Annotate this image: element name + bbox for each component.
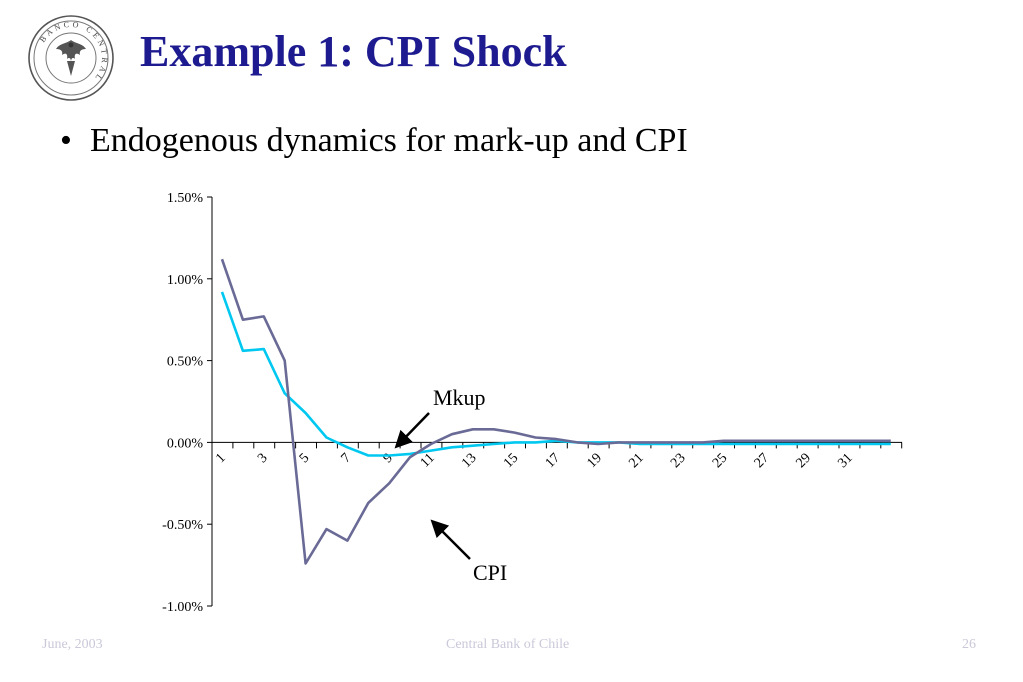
x-tick-label: 15 xyxy=(501,451,522,472)
condor-emblem-icon xyxy=(56,40,86,76)
x-tick-label: 13 xyxy=(459,451,480,472)
annotation-label-mkup: Mkup xyxy=(433,385,486,410)
y-tick-label: 1.50% xyxy=(167,191,204,206)
annotation-label-cpi: CPI xyxy=(473,560,507,585)
bullet-marker: • xyxy=(60,122,72,159)
x-tick-label: 7 xyxy=(339,451,355,467)
y-tick-label: -1.00% xyxy=(162,600,203,615)
footer-page-number: 26 xyxy=(962,637,976,652)
footer-institution: Central Bank of Chile xyxy=(446,637,570,652)
x-tick-label: 21 xyxy=(626,451,647,472)
series-line-mkup xyxy=(220,291,891,457)
annotation-arrow-mkup xyxy=(394,412,430,449)
bullet-text: Endogenous dynamics for mark-up and CPI xyxy=(90,122,688,159)
y-tick-label: -0.50% xyxy=(162,518,203,533)
x-tick-label: 29 xyxy=(794,451,815,472)
series-line-cpi xyxy=(220,258,891,565)
slide-title: Example 1: CPI Shock xyxy=(140,27,567,76)
x-tick-label: 23 xyxy=(668,451,689,472)
bullet-point: • Endogenous dynamics for mark-up and CPI xyxy=(60,122,688,160)
x-tick-label: 11 xyxy=(418,451,438,471)
x-tick-label: 3 xyxy=(255,451,271,467)
y-tick-label: 0.00% xyxy=(167,436,204,451)
x-tick-label: 17 xyxy=(543,451,564,472)
x-tick-label: 25 xyxy=(710,451,731,472)
x-tick-label: 5 xyxy=(297,451,313,467)
central-bank-seal-logo: BANCO CENTRAL xyxy=(28,15,114,101)
x-tick-label: 27 xyxy=(752,451,773,472)
x-tick-label: 9 xyxy=(380,451,396,467)
y-tick-label: 1.00% xyxy=(167,273,204,288)
x-tick-label: 19 xyxy=(585,451,606,472)
x-tick-label: 31 xyxy=(835,451,856,472)
y-tick-label: 0.50% xyxy=(167,355,204,370)
x-tick-label: 1 xyxy=(213,451,229,467)
footer-date: June, 2003 xyxy=(42,637,103,652)
annotation-arrow-cpi xyxy=(430,519,471,560)
